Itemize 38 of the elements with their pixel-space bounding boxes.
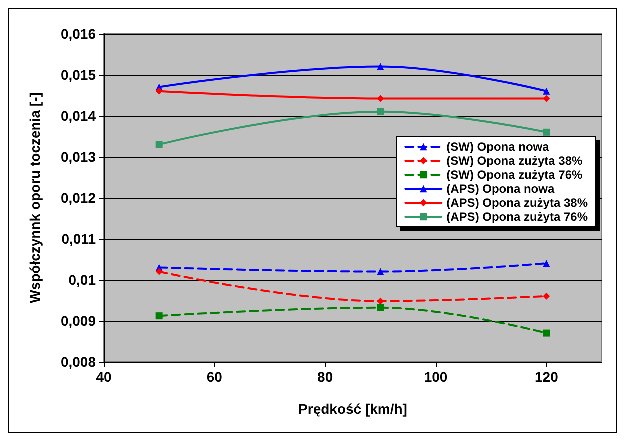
legend-label: (APS) Opona zużyta 38% bbox=[446, 196, 588, 210]
legend-label: (SW) Opona nowa bbox=[446, 140, 550, 154]
point bbox=[377, 63, 384, 70]
point bbox=[156, 88, 163, 95]
point bbox=[156, 268, 163, 276]
y-tick-label: 0,013 bbox=[60, 149, 96, 165]
point bbox=[543, 292, 550, 300]
y-tick-label: 0,012 bbox=[60, 190, 96, 206]
point bbox=[543, 260, 550, 268]
y-tick-label: 0,016 bbox=[60, 26, 96, 42]
point bbox=[156, 312, 163, 320]
x-axis-title: Prędkość [km/h] bbox=[298, 401, 408, 417]
legend-label: (SW) Opona zużyta 76% bbox=[446, 168, 583, 182]
y-axis-title: Współczynnk oporu toczenia [-] bbox=[27, 92, 43, 304]
legend-label: (APS) Opona zużyta 76% bbox=[446, 210, 588, 224]
point bbox=[377, 304, 384, 312]
point bbox=[377, 95, 384, 102]
point bbox=[377, 268, 384, 276]
legend-label: (APS) Opona nowa bbox=[446, 182, 555, 196]
point bbox=[377, 108, 384, 116]
point bbox=[543, 95, 550, 102]
y-tick-label: 0,009 bbox=[60, 313, 96, 329]
point bbox=[156, 141, 163, 148]
x-tick-label: 120 bbox=[534, 369, 559, 385]
y-tick-label: 0,014 bbox=[60, 108, 96, 124]
x-tick-label: 100 bbox=[424, 369, 448, 385]
point bbox=[543, 128, 550, 136]
x-tick-label: 80 bbox=[318, 369, 334, 385]
legend-label: (SW) Opona zużyta 38% bbox=[446, 154, 583, 168]
x-tick-label: 40 bbox=[96, 369, 112, 385]
y-tick-label: 0,01 bbox=[68, 272, 96, 288]
point bbox=[377, 298, 384, 305]
point bbox=[543, 330, 550, 337]
y-tick-label: 0,008 bbox=[60, 354, 96, 370]
y-tick-label: 0,011 bbox=[62, 231, 96, 247]
x-tick-label: 60 bbox=[206, 369, 223, 385]
point bbox=[543, 88, 550, 95]
y-tick-label: 0,015 bbox=[60, 67, 96, 83]
